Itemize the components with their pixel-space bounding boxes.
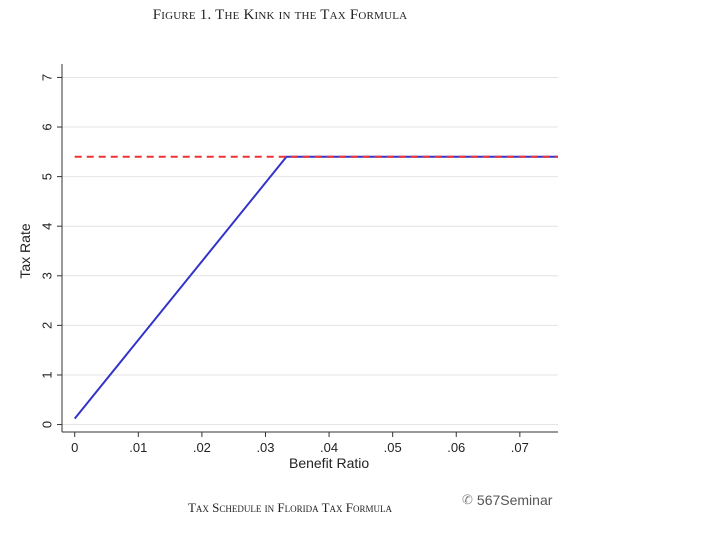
y-tick-label-7: 7 xyxy=(39,74,54,81)
figure-caption: Tax Schedule in Florida Tax Formula xyxy=(187,500,393,515)
tick-labels: 0 1 2 3 4 5 6 7 0 .01 .02 .03 .04 .05 .06 .07 xyxy=(39,74,528,455)
axes xyxy=(57,64,558,437)
y-tick-label-3: 3 xyxy=(39,272,54,279)
y-axis-title: Tax Rate xyxy=(17,223,33,278)
series-layer xyxy=(73,155,558,420)
y-tick-label-4: 4 xyxy=(39,223,54,230)
wechat-icon: ✆ xyxy=(462,492,473,507)
watermark-text: 567Seminar xyxy=(476,492,553,508)
x-tick-label-6: .06 xyxy=(447,440,465,455)
x-tick-label-3: .03 xyxy=(256,440,274,455)
y-tick-label-1: 1 xyxy=(39,371,54,378)
plot-area xyxy=(62,64,558,432)
x-axis-title: Benefit Ratio xyxy=(289,455,369,471)
x-tick-label-0: 0 xyxy=(71,440,78,455)
x-tick-label-5: .05 xyxy=(384,440,402,455)
watermark: ✆ 567Seminar xyxy=(462,492,552,508)
solid-line-series xyxy=(73,155,558,420)
x-tick-label-2: .02 xyxy=(193,440,211,455)
x-tick-label-1: .01 xyxy=(129,440,147,455)
grid-lines xyxy=(62,64,558,432)
x-tick-label-7: .07 xyxy=(511,440,529,455)
figure-title: Figure 1. The Kink in the Tax Formula xyxy=(152,7,408,23)
y-tick-label-5: 5 xyxy=(39,173,54,180)
y-tick-label-6: 6 xyxy=(39,123,54,130)
y-tick-label-0: 0 xyxy=(39,421,54,428)
y-tick-label-2: 2 xyxy=(39,322,54,329)
x-tick-label-4: .04 xyxy=(320,440,338,455)
